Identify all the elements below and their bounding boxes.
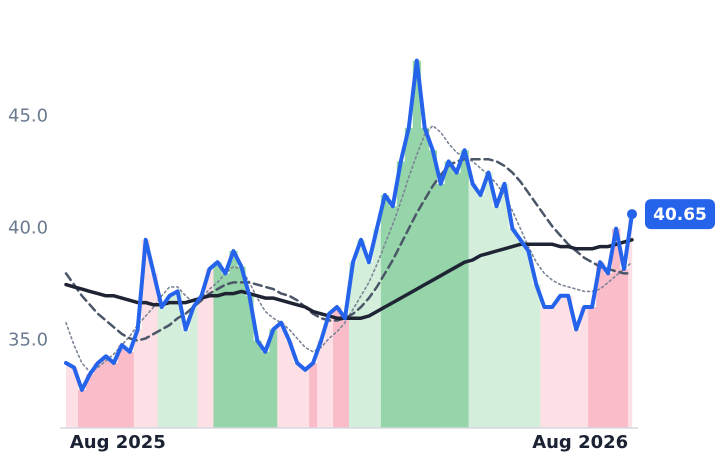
regime-band [596, 262, 605, 428]
regime-band [580, 307, 589, 428]
regime-band [444, 161, 453, 428]
regime-band [452, 172, 461, 428]
regime-band [420, 127, 430, 428]
regime-band [412, 60, 422, 428]
y-tick-label: 35.0 [8, 330, 48, 351]
regime-band [372, 228, 382, 428]
regime-band [149, 273, 158, 428]
regime-band [428, 150, 437, 429]
regime-band [125, 351, 135, 428]
regime-band [66, 363, 71, 428]
regime-band [388, 206, 398, 428]
regime-band [237, 266, 246, 428]
value-badge [645, 199, 715, 230]
regime-band [285, 340, 294, 428]
regime-band [213, 262, 222, 428]
regime-band [396, 161, 406, 428]
regime-band [460, 150, 469, 429]
regime-band [165, 295, 174, 428]
regime-band [253, 340, 262, 428]
regime-band [269, 329, 278, 428]
line-0 [64, 58, 634, 392]
regime-band [532, 284, 541, 428]
regime-band [93, 363, 103, 428]
regime-band [476, 195, 485, 428]
regime-band [277, 322, 286, 428]
regime-band [564, 295, 573, 428]
regime-band [293, 363, 302, 428]
y-tick-label: 45.0 [8, 106, 48, 127]
regime-band [117, 345, 127, 428]
regime-band [628, 214, 633, 428]
regime-band [436, 183, 445, 428]
regime-band [364, 262, 374, 428]
regime-band [356, 239, 366, 428]
regime-band [548, 307, 557, 428]
regime-band [325, 313, 334, 428]
x-tick-label: Aug 2025 [70, 432, 166, 453]
regime-band [468, 183, 477, 428]
regime-band [189, 307, 198, 428]
regime-band [500, 183, 509, 428]
regime-band [229, 251, 238, 428]
regime-band [604, 273, 613, 428]
x-tick-label: Aug 2026 [532, 432, 628, 453]
regime-band [141, 239, 151, 428]
regime-band [133, 329, 143, 428]
regime-band [333, 307, 342, 428]
regime-band [109, 363, 119, 428]
regime-band [572, 329, 581, 428]
regime-band [85, 374, 95, 428]
line-3 [65, 124, 633, 373]
regime-band [101, 356, 111, 428]
regime-band [508, 228, 517, 428]
regime-band [556, 295, 565, 428]
line-2 [64, 157, 634, 342]
regime-band [341, 318, 350, 428]
regime-band [588, 307, 597, 428]
regime-band [540, 307, 549, 428]
regime-band [301, 369, 310, 428]
regime-band [524, 251, 533, 428]
regime-band [173, 291, 182, 428]
regime-band [516, 239, 525, 428]
regime-band [197, 295, 206, 428]
regime-band [261, 351, 270, 428]
regime-band [612, 228, 621, 428]
value-label: 40.65 [653, 205, 707, 225]
regime-band [157, 307, 166, 428]
regime-band [77, 389, 87, 428]
regime-band [484, 172, 493, 428]
regime-band [349, 262, 358, 428]
last-point [627, 209, 637, 220]
regime-band [620, 268, 629, 428]
y-tick-label: 40.0 [8, 218, 48, 239]
regime-band [309, 363, 318, 428]
regime-band [380, 195, 390, 428]
regime-band [221, 273, 230, 428]
regime-band [205, 268, 214, 428]
regime-band [181, 329, 190, 428]
regime-band [69, 367, 79, 428]
regime-band [245, 295, 254, 428]
regime-band [404, 127, 414, 428]
regime-band [492, 206, 501, 428]
regime-band [317, 340, 326, 428]
